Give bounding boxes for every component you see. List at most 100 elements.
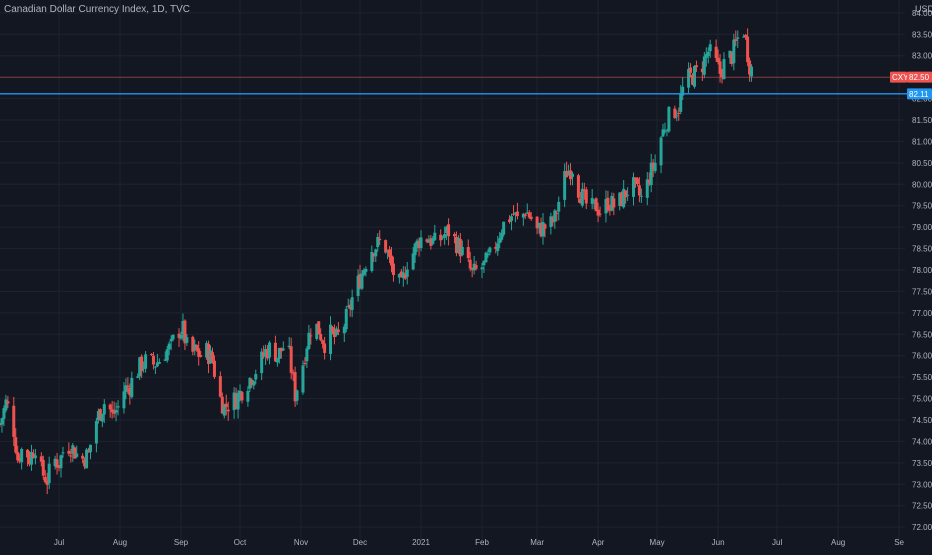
y-tick-label: 75.50 [912,373,932,382]
candle-body [445,226,449,234]
candle-body [185,337,189,343]
y-tick-label: 74.50 [912,416,932,425]
candle-body [401,272,405,279]
candle-body [663,130,667,132]
y-tick-label: 75.00 [912,395,932,404]
horizontal-line-badge: 82.11 [907,88,932,100]
candle-body [210,352,214,361]
candle-body [273,342,277,362]
candle-body [466,247,470,259]
x-tick-label: Feb [475,538,489,547]
y-tick-label: 79.00 [912,223,932,232]
candle-body [411,253,415,270]
y-tick-label: 78.50 [912,245,932,254]
candle-body [136,376,140,378]
candle-body [153,366,157,368]
candle-body [687,68,691,88]
candle-body [319,334,323,341]
candle-body [549,216,553,227]
candle-body [248,377,252,389]
candle-body [53,458,57,467]
candle-body [645,179,649,198]
candle-body [722,59,726,80]
candle-body [639,195,643,197]
candle-body [718,61,722,74]
x-tick-label: Jul [54,538,64,547]
x-tick-label: Jul [772,538,782,547]
candle-body [482,260,486,266]
candle-body [209,350,213,364]
candle-body [20,448,24,463]
candle-body [128,387,132,396]
candle-body [33,455,37,459]
candle-body [108,404,112,410]
cxy-symbol: CXY [892,73,909,82]
candle-body [268,342,272,358]
candle-body [474,265,478,269]
candle-body [378,238,382,241]
candle-body [165,349,169,361]
candle-body [195,345,199,351]
candle-body [618,192,622,206]
candle-body [220,396,224,414]
x-tick-label: Jun [712,538,725,547]
candle-body [12,405,16,437]
candle-body [736,37,740,39]
candle-body [293,372,297,402]
candle-body [576,175,580,198]
candle-body [525,212,529,214]
candle-body [26,449,30,458]
y-tick-label: 80.50 [912,159,932,168]
x-tick-label: Aug [831,538,845,547]
candle-body [281,348,285,351]
candle-body [226,409,230,412]
candle-body [342,326,346,334]
candle-body [716,57,720,63]
candle-body [332,330,336,338]
candle-body [81,455,85,459]
candle-body [110,409,114,413]
candle-body [157,362,161,364]
candle-body [750,66,754,77]
y-tick-label: 72.50 [912,502,932,511]
x-tick-label: Aug [113,538,127,547]
candle-body [370,252,374,271]
candle-body [16,452,20,461]
candle-body [234,393,238,409]
candle-body [266,348,270,359]
candle-body [254,374,258,380]
candle-body [348,304,352,310]
candle-body [626,194,630,196]
candle-body [116,406,120,408]
candle-body [598,213,602,215]
y-tick-label: 77.50 [912,287,932,296]
candle-body [240,392,244,401]
candle-body [94,421,98,444]
candle-body [43,476,47,483]
candle-body [73,447,77,459]
candle-body [500,232,504,240]
candle-body [441,237,445,239]
candle-body [0,423,2,425]
candle-body [85,449,89,469]
candle-body [397,274,401,278]
candle-body [260,351,264,374]
candle-body [458,238,462,257]
candle-body [130,378,134,398]
candle-body [59,455,63,469]
candle-body [486,253,490,256]
y-tick-label: 83.50 [912,30,932,39]
candle-body [236,392,240,410]
candle-body [734,39,738,41]
candle-body [527,212,531,218]
candle-body [183,320,187,344]
candle-body [689,67,693,73]
candle-body [98,409,102,421]
y-tick-label: 83.00 [912,52,932,61]
chart-title: Canadian Dollar Currency Index, 1D, TVC [4,4,190,15]
candle-body [508,219,512,223]
candle-body [488,247,492,253]
candle-body [622,188,626,208]
